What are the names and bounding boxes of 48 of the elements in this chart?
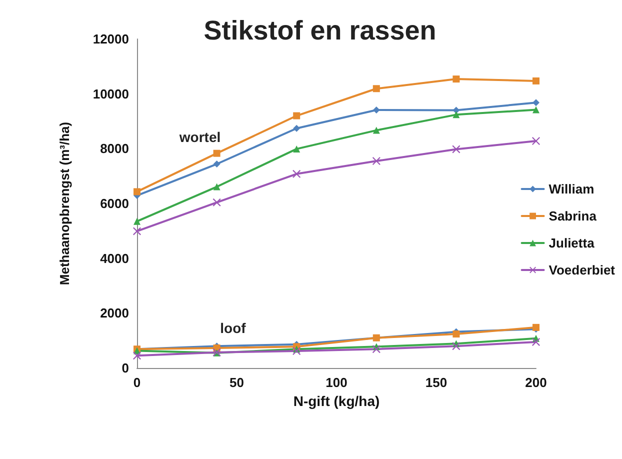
y-tick-label: 4000: [100, 250, 129, 266]
x-tick-label: 100: [326, 375, 348, 390]
x-tick-label: 200: [525, 375, 547, 390]
legend-label: Julietta: [548, 236, 596, 250]
y-axis-title: Methaanopbrengst (m³/ha): [57, 122, 72, 286]
point: [372, 345, 380, 354]
y-tick-label: 12000: [92, 32, 129, 46]
x-tick-label: 0: [133, 375, 141, 390]
y-tick-label: 6000: [100, 196, 129, 211]
legend-label: Voederbiet: [548, 262, 616, 278]
point: [213, 150, 220, 157]
point: [532, 136, 540, 145]
x-axis-title: N-gift (kg/ha): [293, 392, 380, 409]
annotation: loof: [220, 320, 246, 336]
legend-label: William: [548, 182, 594, 196]
y-tick-label: 0: [122, 360, 129, 376]
point: [292, 170, 301, 178]
point: [372, 126, 380, 134]
legend-label: Sabrina: [548, 208, 598, 224]
point: [372, 157, 380, 166]
chart-title: Stikstof en rassen: [204, 16, 436, 46]
point: [213, 183, 220, 190]
point: [452, 76, 460, 83]
point: [133, 227, 141, 236]
point: [212, 198, 221, 206]
point: [452, 330, 460, 338]
y-tick-label: 10000: [92, 86, 129, 102]
x-tick-label: 50: [230, 375, 244, 390]
x-tick-label: 150: [425, 375, 448, 390]
point: [293, 124, 300, 132]
annotation: wortel: [178, 129, 221, 145]
point: [532, 77, 540, 84]
point: [293, 112, 300, 120]
point: [532, 338, 540, 346]
point: [452, 145, 460, 154]
point: [213, 160, 220, 168]
point: [293, 145, 300, 152]
point: [133, 352, 141, 360]
point: [134, 218, 140, 225]
point: [452, 342, 460, 350]
y-tick-label: 8000: [100, 141, 129, 156]
point: [532, 106, 540, 114]
point: [532, 99, 540, 106]
point: [372, 106, 380, 114]
point: [134, 188, 140, 196]
point: [452, 111, 460, 118]
y-tick-label: 2000: [100, 306, 129, 321]
point: [372, 85, 380, 92]
